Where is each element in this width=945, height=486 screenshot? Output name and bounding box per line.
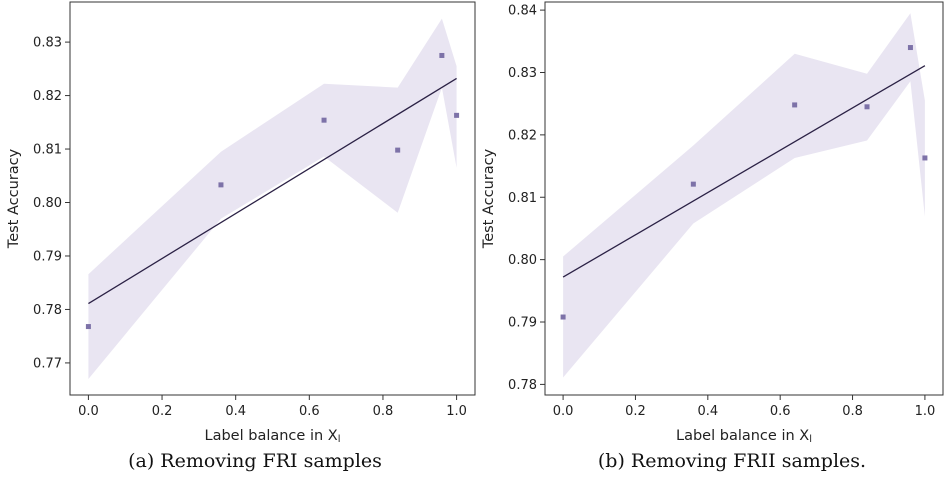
y-tick-label: 0.78 — [33, 303, 62, 318]
data-point-5 — [454, 112, 460, 118]
x-tick-label: 1.0 — [915, 404, 936, 419]
x-tick-label: 0.6 — [299, 404, 320, 419]
data-point-0 — [85, 324, 91, 330]
fit-line — [562, 65, 926, 278]
x-tick-label: 0.2 — [625, 404, 646, 419]
y-tick-label: 0.83 — [508, 66, 537, 81]
y-tick-label: 0.80 — [508, 253, 537, 268]
confidence-band — [563, 13, 925, 378]
figure-caption: (b) Removing FRII samples. — [598, 450, 866, 472]
data-point-3 — [395, 147, 401, 153]
fit-line-layer — [88, 77, 457, 305]
figure-caption: (a) Removing FRI samples — [128, 450, 382, 472]
y-tick-label: 0.82 — [33, 89, 62, 104]
x-axis-ticks: 0.0 0.2 0.4 0.6 0.8 1.0 — [78, 395, 467, 419]
confidence-band-layer — [563, 13, 925, 378]
x-tick-label: 0.2 — [152, 404, 173, 419]
x-axis-label: Label balance in Xl — [676, 428, 812, 445]
y-axis-label: Test Accuracy — [481, 148, 497, 249]
y-tick-label: 0.80 — [33, 196, 62, 211]
x-tick-label: 1.0 — [446, 404, 467, 419]
fit-line — [88, 77, 457, 305]
data-point-1 — [690, 181, 696, 187]
x-tick-label: 0.8 — [842, 404, 863, 419]
x-tick-label: 0.8 — [373, 404, 394, 419]
y-tick-label: 0.84 — [508, 4, 537, 19]
y-tick-label: 0.81 — [508, 191, 537, 206]
data-point-5 — [922, 155, 928, 161]
y-tick-label: 0.78 — [508, 378, 537, 393]
plot-area — [69, 1, 476, 396]
x-axis-ticks: 0.0 0.2 0.4 0.6 0.8 1.0 — [553, 395, 936, 419]
data-point-3 — [864, 104, 870, 110]
confidence-band-layer — [88, 18, 457, 379]
y-tick-label: 0.79 — [33, 249, 62, 264]
x-axis-label: Label balance in Xl — [205, 428, 341, 445]
data-points — [560, 45, 928, 320]
data-point-2 — [792, 102, 798, 108]
y-tick-label: 0.77 — [33, 356, 62, 371]
chart-panel-a: 0.0 0.2 0.4 0.6 0.8 1.0 0.770.780.790.800.810… — [6, 1, 476, 472]
data-point-2 — [321, 117, 327, 123]
plot-area — [544, 1, 944, 396]
y-axis-ticks: 0.78 0.79 0.80 0.81 0.82 0.83 0.84 — [508, 4, 545, 393]
y-tick-label: 0.83 — [33, 36, 62, 51]
fit-line-layer — [562, 65, 926, 278]
x-tick-label: 0.0 — [553, 404, 574, 419]
x-tick-label: 0.4 — [697, 404, 718, 419]
data-points — [85, 52, 460, 330]
y-tick-label: 0.82 — [508, 128, 537, 143]
y-axis-label: Test Accuracy — [6, 148, 22, 249]
data-point-1 — [218, 182, 224, 188]
x-tick-label: 0.0 — [78, 404, 99, 419]
x-tick-label: 0.4 — [225, 404, 246, 419]
data-point-4 — [439, 52, 445, 58]
y-tick-label: 0.79 — [508, 316, 537, 331]
y-tick-label: 0.81 — [33, 143, 62, 158]
data-point-0 — [560, 314, 566, 320]
data-point-4 — [907, 45, 913, 51]
y-axis-ticks: 0.77 0.78 0.79 0.80 0.81 0.82 0.83 — [33, 36, 70, 371]
confidence-band — [88, 18, 457, 379]
x-tick-label: 0.6 — [770, 404, 791, 419]
chart-panel-b: 0.0 0.2 0.4 0.6 0.8 1.0 0.780.790.800.810.820… — [481, 1, 944, 472]
